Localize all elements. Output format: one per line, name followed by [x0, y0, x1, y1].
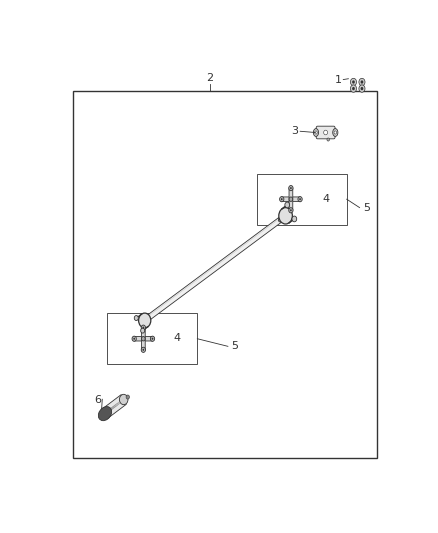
Circle shape: [141, 325, 145, 330]
FancyBboxPatch shape: [289, 188, 293, 211]
Circle shape: [132, 336, 136, 341]
Circle shape: [359, 85, 365, 92]
Circle shape: [141, 336, 145, 341]
FancyBboxPatch shape: [316, 126, 335, 139]
Text: 1: 1: [335, 75, 342, 85]
Circle shape: [327, 138, 329, 141]
Text: 2: 2: [206, 74, 213, 83]
Circle shape: [285, 202, 290, 208]
Circle shape: [360, 80, 363, 84]
Ellipse shape: [99, 407, 112, 421]
Circle shape: [290, 187, 292, 189]
Circle shape: [141, 328, 145, 333]
Circle shape: [281, 198, 283, 200]
Circle shape: [292, 216, 297, 222]
Circle shape: [289, 185, 293, 191]
Circle shape: [152, 338, 153, 340]
Circle shape: [290, 209, 292, 211]
Circle shape: [279, 207, 293, 224]
Circle shape: [120, 394, 128, 405]
Circle shape: [324, 130, 328, 135]
Text: 3: 3: [291, 126, 298, 136]
Bar: [107, 313, 197, 365]
Text: 5: 5: [231, 341, 238, 351]
Circle shape: [360, 87, 363, 90]
Ellipse shape: [313, 128, 318, 136]
Circle shape: [138, 313, 151, 328]
Text: 4: 4: [323, 193, 330, 204]
Polygon shape: [102, 394, 126, 418]
Bar: [257, 174, 347, 225]
Text: 6: 6: [95, 395, 102, 406]
Circle shape: [299, 198, 301, 200]
Text: 4: 4: [173, 333, 180, 343]
Circle shape: [289, 197, 293, 201]
Circle shape: [279, 197, 284, 202]
Circle shape: [142, 327, 144, 329]
Circle shape: [350, 78, 357, 86]
Circle shape: [133, 338, 135, 340]
FancyBboxPatch shape: [281, 197, 300, 201]
Circle shape: [334, 131, 336, 134]
Ellipse shape: [279, 214, 287, 222]
Circle shape: [289, 208, 293, 213]
Circle shape: [350, 85, 357, 92]
Circle shape: [134, 316, 138, 320]
Bar: [74, 91, 377, 458]
Circle shape: [126, 395, 130, 399]
Circle shape: [314, 131, 317, 134]
Circle shape: [150, 336, 155, 341]
Circle shape: [298, 197, 302, 202]
Ellipse shape: [333, 128, 338, 136]
Circle shape: [359, 78, 365, 86]
FancyBboxPatch shape: [134, 336, 153, 341]
Circle shape: [142, 349, 144, 351]
Circle shape: [352, 80, 355, 84]
Circle shape: [141, 347, 145, 352]
Text: 5: 5: [363, 203, 370, 213]
Polygon shape: [143, 214, 287, 323]
FancyBboxPatch shape: [141, 327, 145, 350]
Circle shape: [352, 87, 355, 90]
